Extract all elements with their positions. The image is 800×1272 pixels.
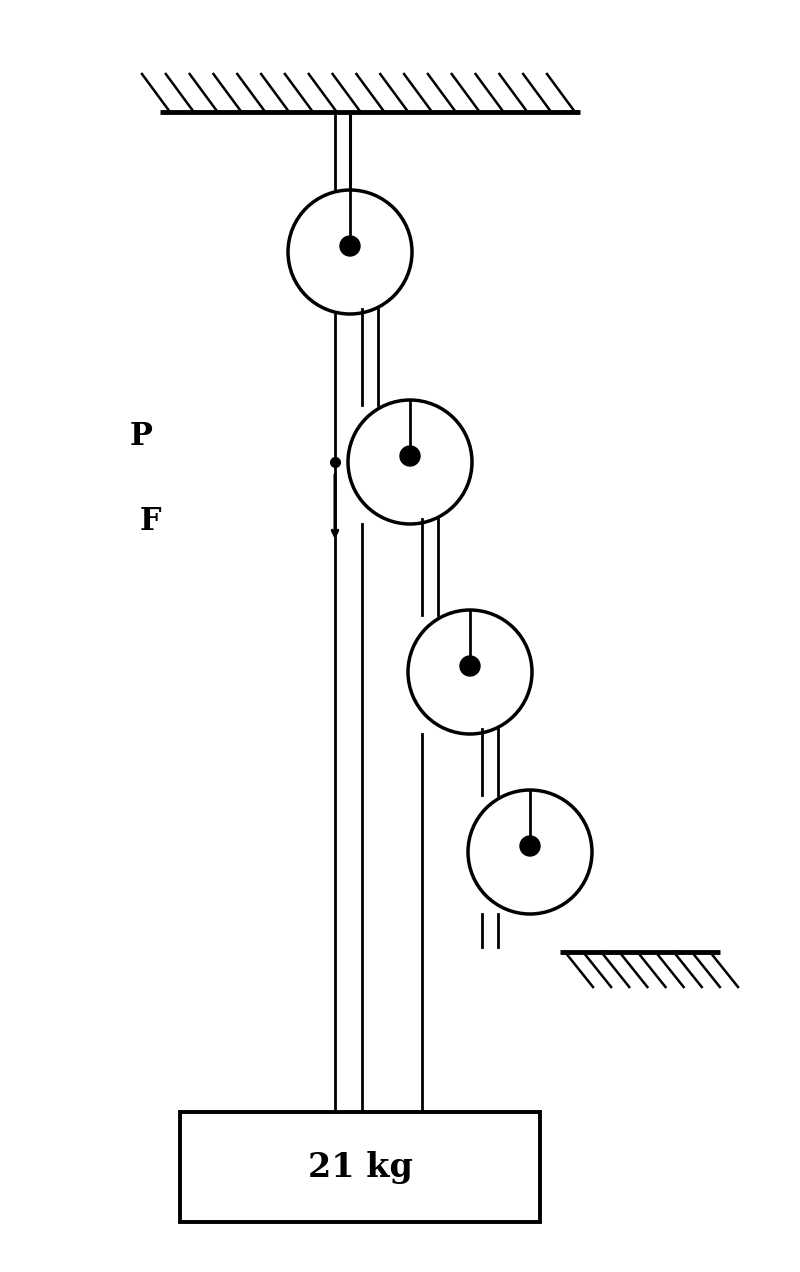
FancyBboxPatch shape [180,1112,540,1222]
Circle shape [400,446,420,466]
Text: F: F [140,506,162,538]
Text: 21 kg: 21 kg [307,1150,413,1183]
Circle shape [460,656,480,675]
Circle shape [340,237,360,256]
Text: P: P [130,421,153,452]
Circle shape [520,836,540,856]
